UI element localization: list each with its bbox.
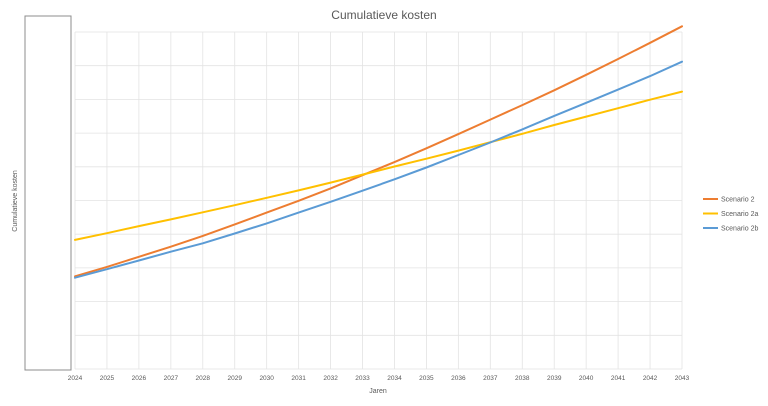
x-tick-label: 2042 [643,375,658,382]
x-tick-label: 2034 [387,375,402,382]
x-tick-label: 2033 [355,375,370,382]
x-tick-label: 2040 [579,375,594,382]
x-tick-label: 2028 [196,375,211,382]
series-lines [74,25,683,279]
x-tick-label: 2032 [323,375,338,382]
x-axis-label: Jaren [369,388,387,395]
legend-label: Scenario 2a [721,211,758,218]
chart-title: Cumulatieve kosten [331,8,436,22]
series-line [74,90,683,241]
x-tick-label: 2037 [483,375,498,382]
x-tick-label: 2031 [291,375,306,382]
series-line [74,60,683,279]
x-tick-label: 2030 [259,375,274,382]
x-tick-label: 2035 [419,375,434,382]
legend-label: Scenario 2 [721,197,755,204]
x-tick-label: 2024 [68,375,83,382]
x-tick-label: 2029 [228,375,243,382]
legend: Scenario 2 Scenario 2a Scenario 2b [703,197,758,233]
grid [74,31,683,370]
y-axis-label: Cumulatieve kosten [12,170,19,232]
legend-label: Scenario 2b [721,226,758,233]
x-tick-label: 2025 [100,375,115,382]
x-tick-label: 2039 [547,375,562,382]
x-tick-label: 2036 [451,375,466,382]
x-tick-label: 2043 [675,375,690,382]
x-tick-label: 2027 [164,375,179,382]
series-line [74,25,683,278]
y-axis-redaction-box [24,15,72,371]
x-tick-label: 2041 [611,375,626,382]
x-tick-label: 2026 [132,375,147,382]
x-axis-ticks: 2024 2025 2026 2027 2028 2029 2030 2031 2032 2033… [68,375,690,382]
x-tick-label: 2038 [515,375,530,382]
